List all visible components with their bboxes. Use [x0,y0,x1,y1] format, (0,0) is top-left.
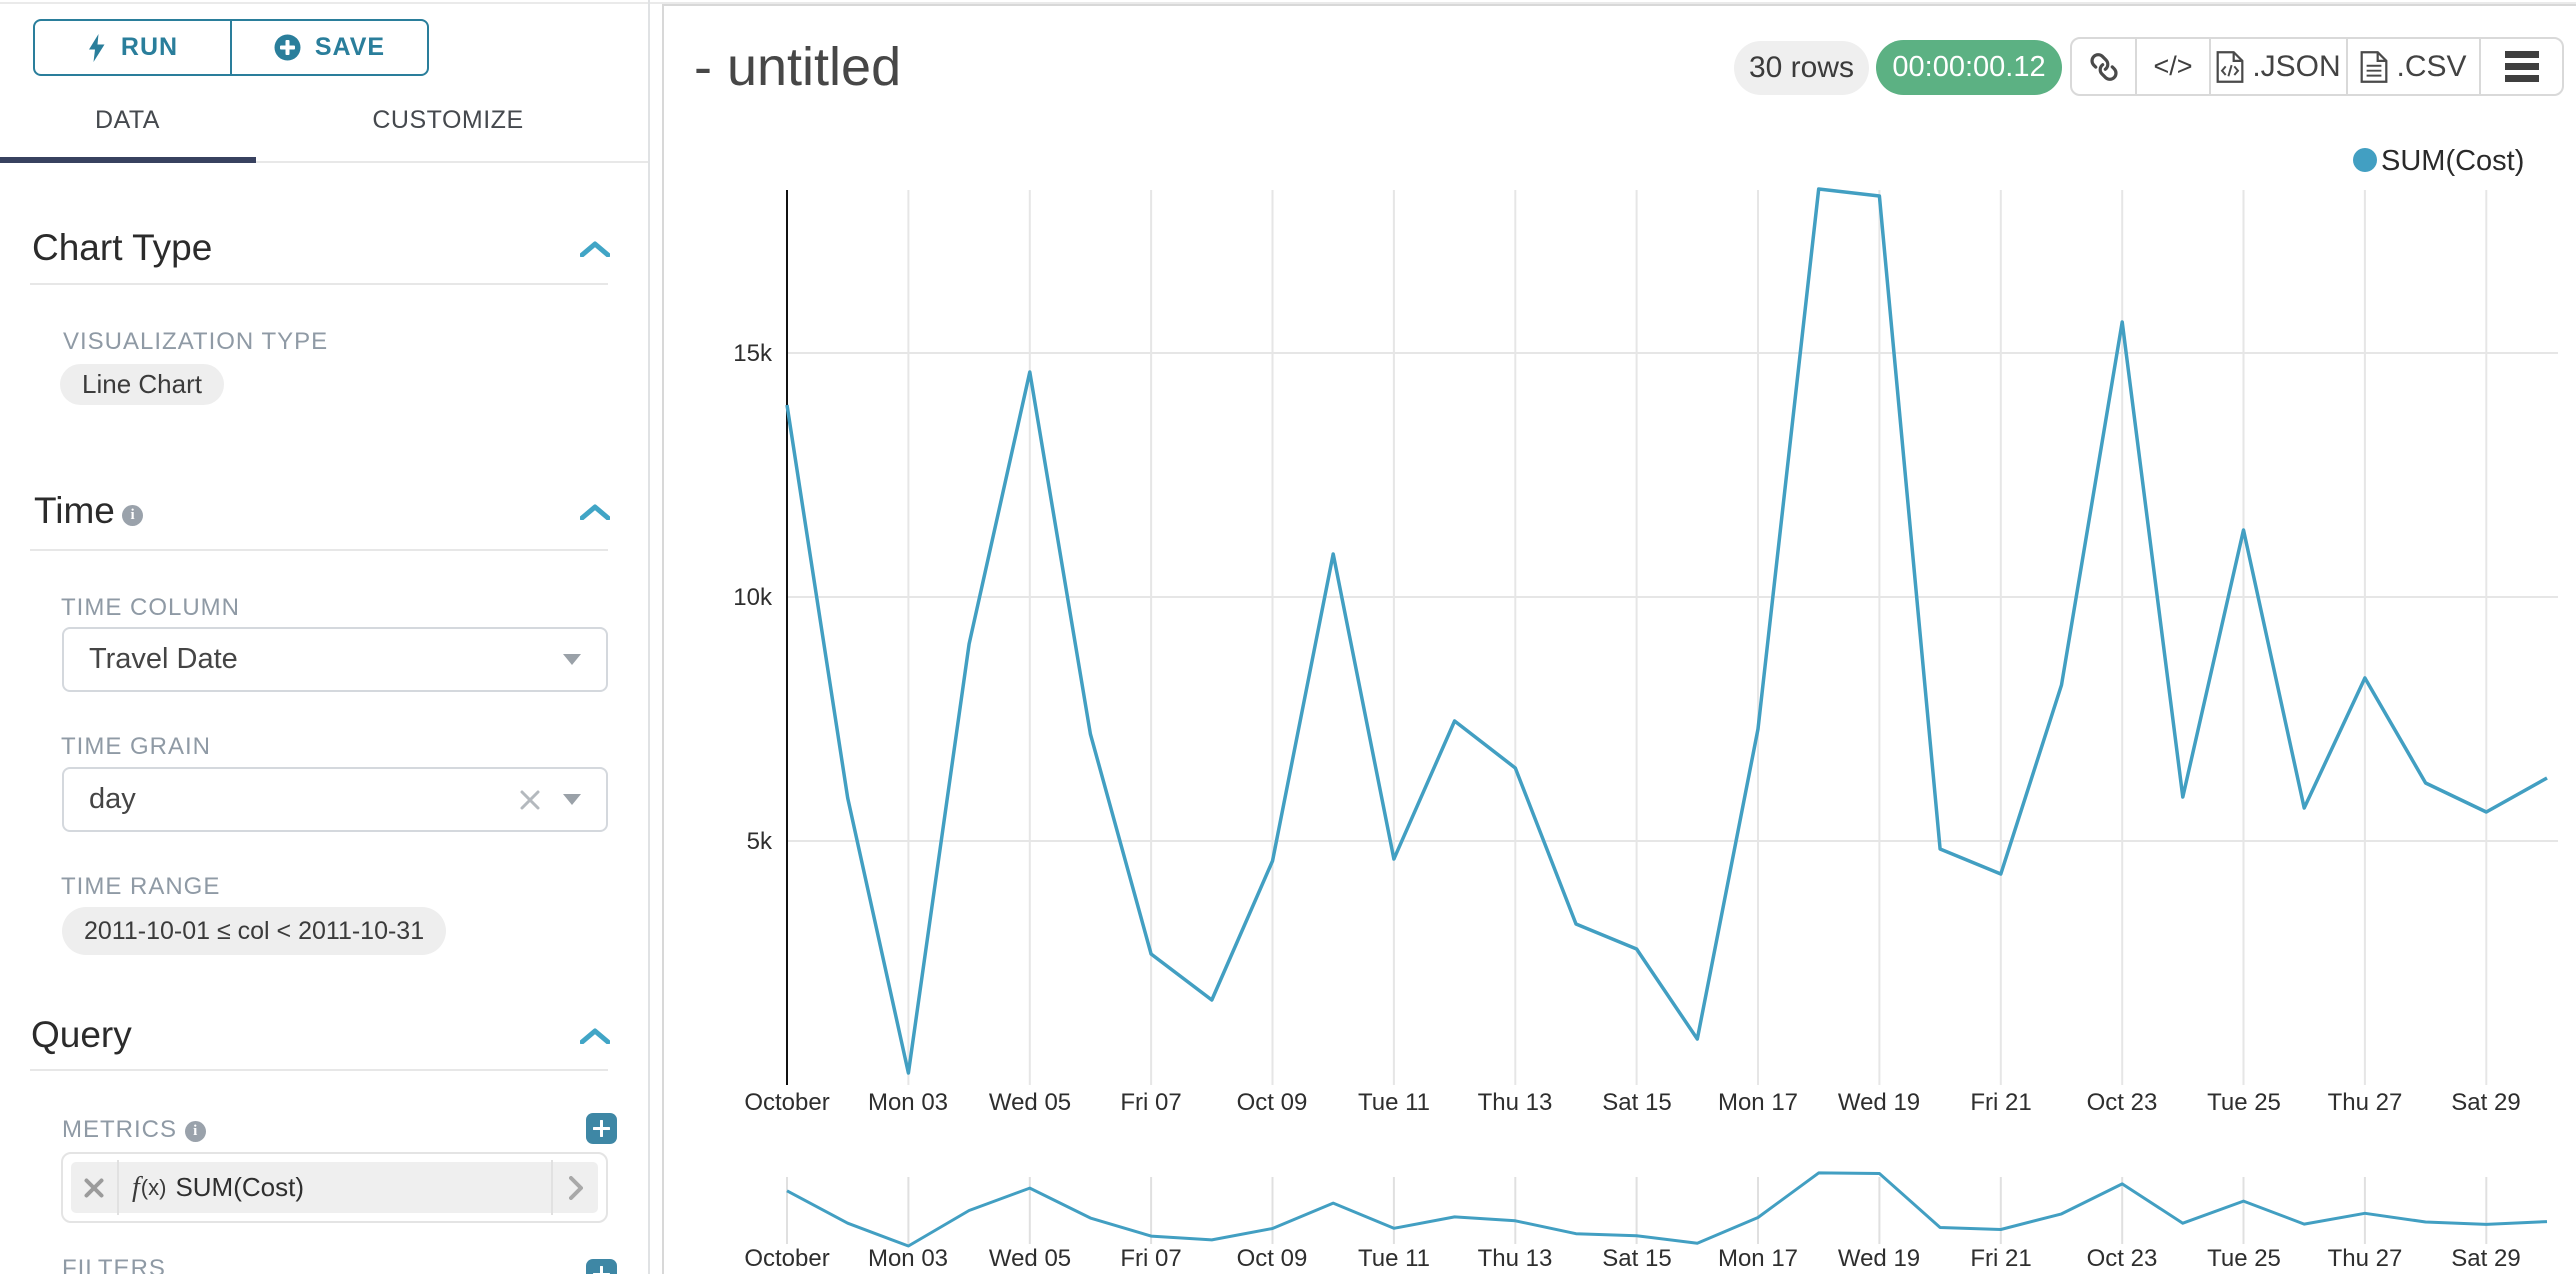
svg-text:Sat 15: Sat 15 [1602,1245,1671,1272]
svg-text:Wed 19: Wed 19 [1838,1245,1920,1272]
svg-text:Oct 09: Oct 09 [1237,1089,1308,1116]
svg-text:Fri 21: Fri 21 [1970,1089,2031,1116]
svg-text:Sat 15: Sat 15 [1602,1089,1671,1116]
svg-text:Wed 05: Wed 05 [989,1089,1071,1116]
svg-text:October: October [744,1245,829,1272]
svg-text:Oct 09: Oct 09 [1237,1245,1308,1272]
svg-text:Thu 13: Thu 13 [1478,1245,1553,1272]
svg-text:Thu 27: Thu 27 [2328,1089,2403,1116]
svg-text:Tue 11: Tue 11 [1358,1245,1430,1272]
svg-text:Fri 07: Fri 07 [1120,1245,1181,1272]
svg-text:October: October [744,1089,829,1116]
svg-text:15k: 15k [733,340,773,367]
svg-text:Mon 17: Mon 17 [1718,1245,1798,1272]
svg-text:Sat 29: Sat 29 [2451,1245,2520,1272]
svg-text:Sat 29: Sat 29 [2451,1089,2520,1116]
svg-text:Thu 13: Thu 13 [1478,1089,1553,1116]
svg-text:Oct 23: Oct 23 [2087,1089,2158,1116]
svg-text:Mon 03: Mon 03 [868,1089,948,1116]
svg-text:Fri 07: Fri 07 [1120,1089,1181,1116]
svg-text:Wed 05: Wed 05 [989,1245,1071,1272]
svg-text:Mon 03: Mon 03 [868,1245,948,1272]
svg-text:Fri 21: Fri 21 [1970,1245,2031,1272]
svg-text:Oct 23: Oct 23 [2087,1245,2158,1272]
svg-text:Tue 25: Tue 25 [2207,1089,2281,1116]
svg-text:Tue 11: Tue 11 [1358,1089,1430,1116]
svg-text:Mon 17: Mon 17 [1718,1089,1798,1116]
svg-text:Tue 25: Tue 25 [2207,1245,2281,1272]
svg-text:Wed 19: Wed 19 [1838,1089,1920,1116]
svg-text:10k: 10k [733,584,773,611]
svg-text:5k: 5k [747,828,773,855]
svg-text:SUM(Cost): SUM(Cost) [2381,145,2524,177]
svg-text:Thu 27: Thu 27 [2328,1245,2403,1272]
